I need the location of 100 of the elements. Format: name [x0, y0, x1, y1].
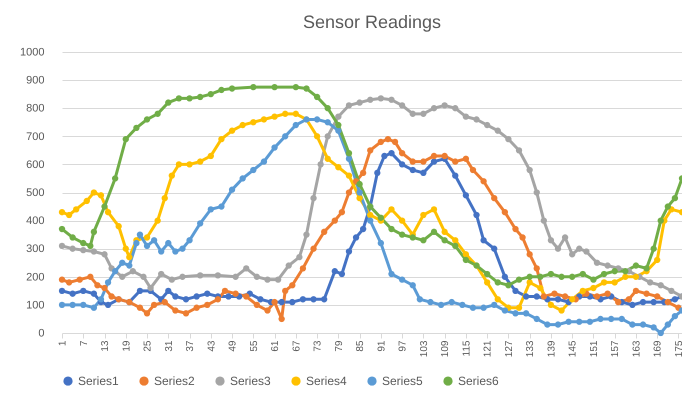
x-tick-label: 61 [270, 340, 282, 352]
legend-label: Series1 [78, 374, 120, 388]
point [90, 228, 98, 235]
x-tick-label: 127 [504, 340, 515, 358]
point [643, 265, 650, 272]
point [133, 124, 140, 132]
point [388, 226, 395, 232]
y-tick-label: 300 [26, 243, 44, 256]
y-tick-label: 0 [38, 328, 44, 340]
point [505, 282, 512, 288]
x-tick-label: 37 [185, 340, 196, 352]
point [58, 226, 66, 232]
point [452, 242, 458, 250]
y-tick-label: 800 [26, 102, 44, 115]
x-tick-label: 133 [525, 340, 536, 358]
x-tick-label: 25 [142, 340, 154, 352]
x-tick-label: 43 [206, 340, 218, 352]
x-tick-label: 55 [248, 340, 260, 352]
point [441, 237, 448, 244]
point [69, 234, 76, 241]
point [430, 228, 438, 235]
point [622, 268, 628, 274]
legend-label: Series2 [154, 374, 196, 388]
point [569, 274, 576, 280]
x-tick-label: 49 [228, 340, 239, 352]
y-tick-label: 900 [26, 74, 44, 87]
point [271, 84, 278, 90]
point [314, 94, 320, 100]
point [612, 268, 618, 274]
point [600, 270, 608, 278]
point [558, 274, 565, 280]
point [484, 270, 490, 278]
y-tick-label: 600 [26, 158, 44, 171]
y-tick-label: 400 [26, 215, 44, 228]
x-tick-label: 13 [100, 340, 112, 352]
x-tick-label: 175 [674, 340, 685, 358]
point [580, 270, 586, 278]
point [664, 203, 671, 210]
point [658, 217, 664, 224]
point [87, 242, 94, 250]
legend-label: Series3 [230, 374, 272, 388]
point [420, 237, 427, 244]
y-tick-label: 1000 [20, 46, 44, 58]
point [292, 84, 299, 90]
x-tick-label: 79 [334, 340, 345, 352]
x-tick-label: 91 [376, 340, 388, 352]
legend-label: Series6 [458, 374, 500, 388]
x-tick-label: 73 [312, 340, 324, 352]
x-tick-label: 151 [588, 340, 600, 358]
x-tick-label: 97 [398, 340, 409, 352]
x-tick-label: 145 [568, 340, 579, 358]
x-tick-label: 169 [652, 340, 664, 358]
point [378, 214, 384, 221]
point [122, 136, 129, 142]
point [346, 150, 352, 156]
x-tick-label: 115 [461, 340, 472, 356]
x-tick-label: 121 [482, 340, 494, 358]
x-tick-label: 31 [164, 340, 175, 352]
point [197, 94, 204, 100]
y-tick-label: 700 [26, 130, 44, 143]
x-tick-label: 67 [291, 340, 302, 352]
point [590, 276, 597, 283]
y-tick-label: 500 [26, 187, 44, 199]
x-tick-label: 139 [546, 340, 558, 358]
legend-label: Series4 [306, 374, 348, 388]
point [112, 175, 118, 182]
point [398, 231, 406, 238]
point [186, 95, 193, 102]
x-tick-label: 7 [78, 340, 90, 346]
point [324, 105, 331, 112]
point [494, 279, 501, 286]
point [672, 194, 678, 202]
x-tick-label: 85 [355, 340, 366, 352]
point [410, 234, 416, 241]
x-tick-label: 19 [121, 340, 132, 352]
point [526, 274, 533, 280]
point [516, 276, 522, 283]
legend-label: Series5 [382, 374, 424, 388]
x-tick-label: 1 [58, 340, 68, 346]
point [250, 84, 256, 90]
point [335, 122, 342, 128]
point [154, 110, 161, 117]
point [632, 262, 640, 269]
point [228, 85, 236, 92]
y-tick-label: 200 [26, 271, 44, 284]
point [303, 85, 310, 92]
point [176, 95, 182, 102]
point [80, 240, 86, 246]
point [650, 246, 657, 252]
point [218, 86, 225, 94]
point [165, 99, 172, 106]
y-tick-label: 100 [26, 299, 44, 312]
point [356, 180, 363, 188]
x-tick-label: 157 [610, 340, 622, 358]
point [144, 116, 150, 123]
point [537, 274, 544, 280]
point [208, 90, 214, 98]
point [101, 203, 108, 210]
point [548, 270, 554, 278]
x-tick-label: 103 [418, 340, 430, 358]
